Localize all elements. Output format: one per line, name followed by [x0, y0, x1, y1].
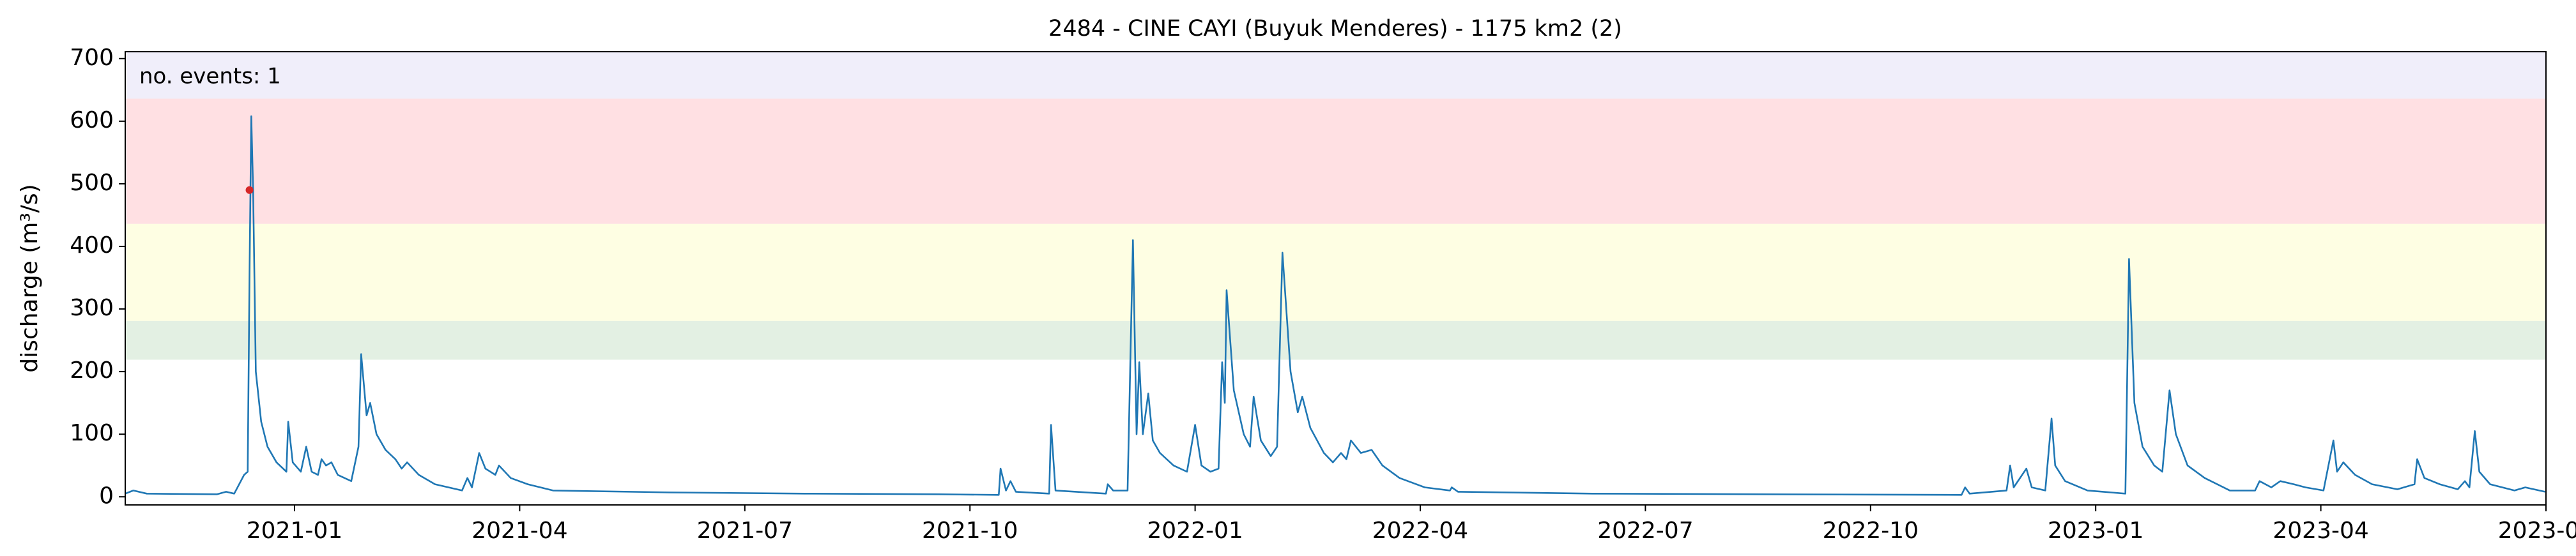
plot-frame — [125, 51, 2547, 506]
discharge-line — [125, 115, 2545, 496]
x-tick-label: 2022-04 — [1372, 518, 1468, 544]
y-tick-label: 400 — [70, 232, 114, 259]
y-tick-label: 700 — [70, 45, 114, 71]
x-tick-label: 2023-07 — [2498, 518, 2576, 544]
threshold-band — [125, 320, 2546, 360]
x-tick-label: 2022-07 — [1597, 518, 1693, 544]
y-tick-label: 300 — [70, 295, 114, 321]
x-tick-label: 2021-01 — [247, 518, 342, 544]
chart-title: 2484 - CINE CAYI (Buyuk Menderes) - 1175… — [1048, 16, 1622, 41]
x-tick-label: 2021-07 — [697, 518, 793, 544]
x-tick-label: 2021-04 — [471, 518, 567, 544]
x-tick-label: 2022-01 — [1147, 518, 1243, 544]
y-axis-label: discharge (m³/s) — [17, 184, 43, 372]
y-tick-label: 500 — [70, 170, 114, 196]
annotation: no. events: 1 — [139, 64, 281, 89]
x-tick-label: 2021-10 — [922, 518, 1018, 544]
x-tick-label: 2023-01 — [2048, 518, 2143, 544]
x-tick-label: 2022-10 — [1823, 518, 1919, 544]
y-tick-label: 100 — [70, 420, 114, 446]
y-tick-label: 200 — [70, 357, 114, 384]
y-tick-label: 0 — [99, 483, 114, 509]
threshold-band — [125, 98, 2546, 224]
y-tick-label: 600 — [70, 107, 114, 133]
event-point — [245, 186, 254, 194]
threshold-band — [125, 52, 2546, 99]
threshold-band — [125, 223, 2546, 321]
x-tick-label: 2023-04 — [2273, 518, 2368, 544]
